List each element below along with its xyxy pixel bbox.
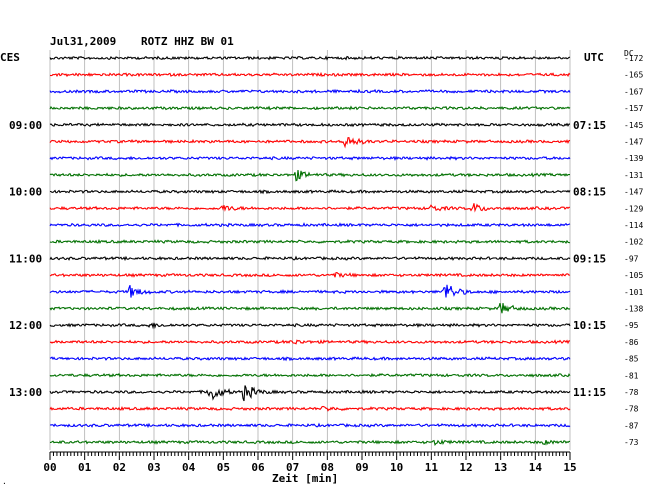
corner-mark: ·	[2, 479, 7, 488]
x-tick-label-13: 13	[494, 461, 507, 474]
x-axis-label: Zeit [min]	[272, 472, 338, 485]
trace-row-15	[49, 303, 571, 314]
trace-row-0	[49, 55, 571, 61]
trace-row-13	[49, 271, 571, 278]
x-tick-label-15: 15	[563, 461, 576, 474]
station-label: ROTZ HHZ BW 01	[141, 35, 234, 48]
dc-offset-row-3: -157	[624, 104, 643, 113]
trace-row-16	[49, 322, 571, 330]
trace-row-17	[49, 339, 571, 345]
x-tick-label-14: 14	[529, 461, 543, 474]
x-tick-label-06: 06	[251, 461, 265, 474]
dc-offset-row-8: -147	[624, 188, 643, 197]
x-tick-label-01: 01	[78, 461, 92, 474]
dc-offset-row-13: -105	[624, 271, 643, 280]
trace-row-11	[49, 239, 571, 245]
right-timezone-label: UTC	[584, 51, 604, 64]
right-hour-label-20: 11:15	[573, 386, 606, 399]
dc-offset-row-4: -145	[624, 121, 643, 130]
left-hour-labels: 09:00 10:00 11:00 12:00 13:00	[9, 119, 42, 399]
x-tick-label-03: 03	[147, 461, 160, 474]
trace-row-1	[49, 71, 571, 78]
trace-row-7	[49, 169, 571, 182]
dc-offset-row-6: -139	[624, 154, 643, 163]
dc-offset-row-0: -172	[624, 54, 643, 63]
right-hour-labels: 07:15 08:15 09:15 10:15 11:15	[573, 119, 606, 399]
dc-offset-row-22: -87	[624, 421, 639, 430]
dc-header-label: DC	[624, 49, 634, 58]
trace-row-20	[49, 385, 571, 402]
trace-row-5	[49, 137, 571, 149]
time-grid	[49, 50, 571, 450]
x-tick-label-02: 02	[113, 461, 126, 474]
dc-offset-row-17: -86	[624, 338, 639, 347]
trace-row-19	[49, 372, 571, 378]
x-axis: 00 01 02 03 04 05 06 07 08 09 10 11 12 13 14 15	[43, 451, 577, 474]
x-tick-label-00: 00	[43, 461, 56, 474]
dc-offset-row-11: -102	[624, 238, 643, 247]
dc-offset-row-16: -95	[624, 321, 639, 330]
x-tick-label-09: 09	[355, 461, 368, 474]
dc-offset-labels: -172 -165 -167 -157 -145 -147 -139 -131 -147 -129…	[624, 54, 643, 447]
trace-row-10	[49, 222, 571, 228]
left-hour-label-12: 11:00	[9, 252, 42, 265]
left-hour-label-20: 13:00	[9, 386, 42, 399]
right-hour-label-16: 10:15	[573, 319, 606, 332]
dc-offset-row-7: -131	[624, 171, 643, 180]
trace-row-2	[49, 88, 571, 95]
dc-offset-row-5: -147	[624, 138, 643, 147]
dc-offset-row-21: -78	[624, 405, 639, 414]
trace-row-14	[49, 284, 571, 298]
left-hour-label-8: 10:00	[9, 186, 42, 199]
trace-rows	[49, 55, 571, 447]
dc-offset-row-14: -101	[624, 288, 643, 297]
dc-offset-row-10: -114	[624, 221, 643, 230]
trace-row-3	[49, 105, 571, 111]
left-hour-label-4: 09:00	[9, 119, 42, 132]
dc-offset-row-15: -138	[624, 305, 643, 314]
trace-row-22	[49, 422, 571, 429]
dc-offset-row-12: -97	[624, 254, 639, 263]
x-tick-label-08: 08	[321, 461, 334, 474]
right-hour-label-8: 08:15	[573, 186, 606, 199]
dc-offset-row-18: -85	[624, 355, 639, 364]
x-tick-label-05: 05	[217, 461, 230, 474]
dc-offset-row-9: -129	[624, 204, 643, 213]
x-tick-label-12: 12	[459, 461, 472, 474]
left-hour-label-16: 12:00	[9, 319, 42, 332]
trace-row-23	[49, 438, 571, 447]
dc-offset-row-2: -167	[624, 87, 643, 96]
trace-row-6	[49, 155, 571, 161]
right-hour-label-12: 09:15	[573, 252, 606, 265]
x-tick-label-07: 07	[286, 461, 299, 474]
trace-row-8	[49, 189, 571, 195]
x-tick-label-04: 04	[182, 461, 196, 474]
left-timezone-label: CES	[0, 51, 20, 64]
dc-offset-row-19: -81	[624, 371, 639, 380]
x-tick-label-11: 11	[425, 461, 439, 474]
trace-row-18	[49, 356, 571, 362]
dc-offset-row-20: -78	[624, 388, 639, 397]
trace-row-9	[49, 203, 571, 213]
trace-row-4	[49, 122, 571, 128]
date-label: Jul31,2009	[50, 35, 116, 48]
trace-row-21	[49, 405, 571, 412]
x-tick-label-10: 10	[390, 461, 403, 474]
right-hour-label-4: 07:15	[573, 119, 606, 132]
dc-offset-row-1: -165	[624, 71, 643, 80]
dc-offset-row-23: -73	[624, 438, 639, 447]
trace-row-12	[49, 255, 571, 262]
